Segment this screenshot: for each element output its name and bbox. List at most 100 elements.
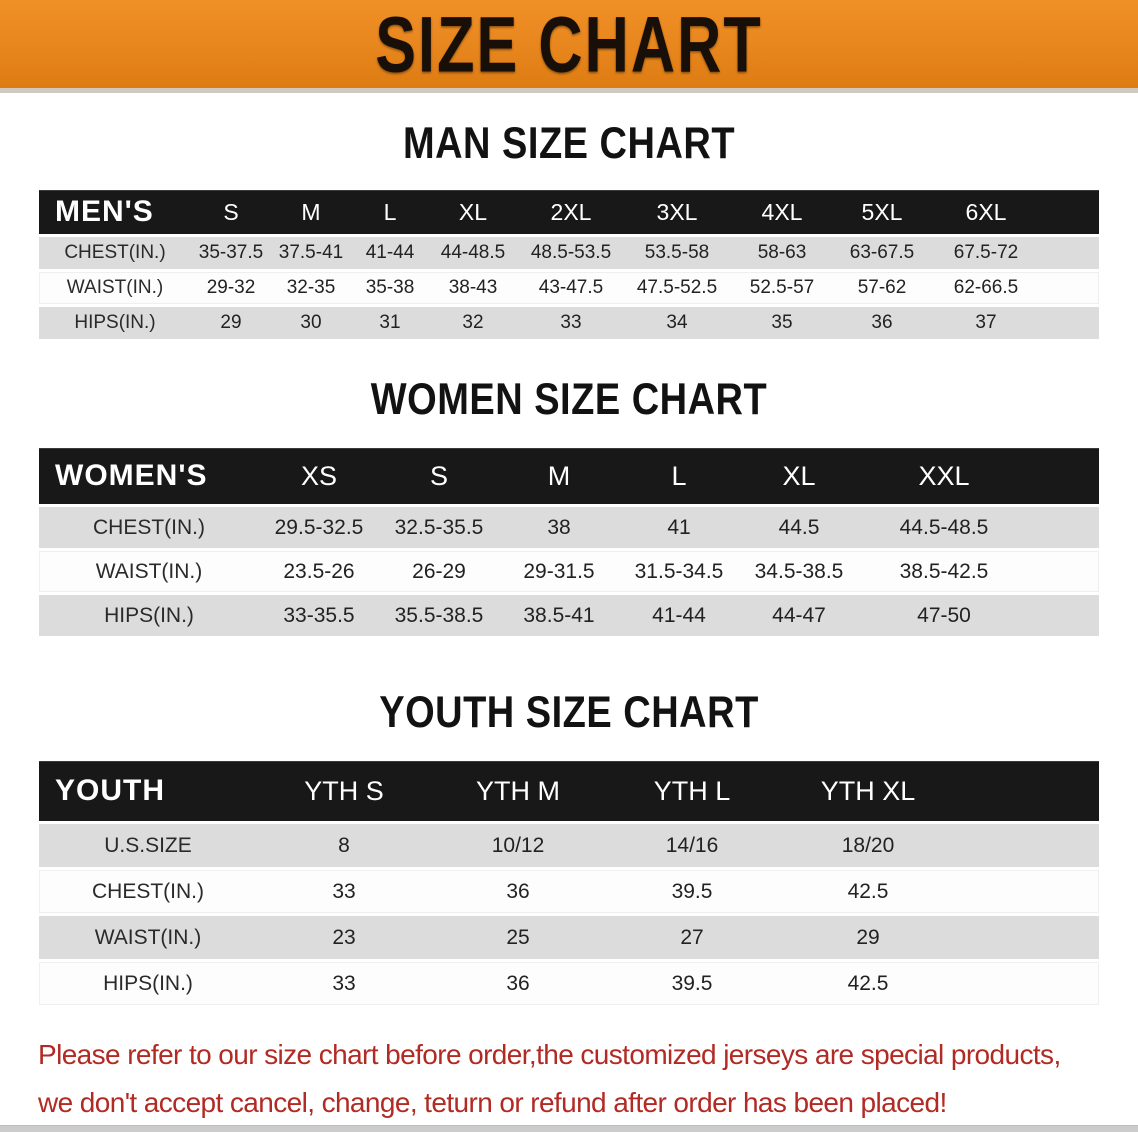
size-value: 23 <box>332 925 356 949</box>
size-column-header: S <box>429 460 448 491</box>
size-value: 44-48.5 <box>440 242 506 263</box>
size-value: 58-63 <box>757 242 807 263</box>
size-column-header: XS <box>300 460 338 491</box>
row-label: WAIST(IN.) <box>95 559 203 583</box>
bottom-divider-bar <box>0 1125 1138 1132</box>
size-value: 34.5-38.5 <box>754 559 844 583</box>
size-value: 34 <box>666 312 688 333</box>
size-value: 25 <box>506 925 530 949</box>
table-row: U.S.SIZE 8 10/12 14/16 18/20 <box>39 824 1099 867</box>
table-header-row: WOMEN'S XS S M L XL XXL <box>39 448 1099 504</box>
size-value: 32 <box>462 312 484 333</box>
size-value: 31 <box>379 312 401 333</box>
size-value: 36 <box>871 312 893 333</box>
size-value: 57-62 <box>857 277 907 298</box>
size-value: 44.5 <box>778 515 820 539</box>
size-value: 29.5-32.5 <box>274 515 364 539</box>
row-label: WAIST(IN.) <box>94 925 202 949</box>
size-value: 30 <box>300 312 322 333</box>
table-header-row: YOUTH YTH S YTH M YTH L YTH XL <box>39 761 1099 821</box>
table-row: HIPS(IN.) 29 30 31 32 33 34 35 36 37 <box>39 307 1099 339</box>
size-value: 43-47.5 <box>538 277 604 298</box>
table-title: MEN'S <box>55 195 154 228</box>
women-size-table: WOMEN'S XS S M L XL XXL CHEST(IN.) 29.5-32.5 32.5… <box>39 448 1099 636</box>
size-value: 35 <box>771 312 793 333</box>
size-value: 42.5 <box>847 879 889 903</box>
table-row: CHEST(IN.) 33 36 39.5 42.5 <box>39 870 1099 913</box>
size-value: 47.5-52.5 <box>636 277 718 298</box>
table-row: CHEST(IN.) 29.5-32.5 32.5-35.5 38 41 44.5 44.5… <box>39 507 1099 548</box>
row-label: U.S.SIZE <box>104 833 192 857</box>
table-title: YOUTH <box>55 774 165 807</box>
size-column-header: YTH L <box>653 775 731 806</box>
size-value: 32.5-35.5 <box>394 515 484 539</box>
size-column-header: XL <box>458 198 488 225</box>
size-value: 47-50 <box>917 603 971 627</box>
size-value: 67.5-72 <box>953 242 1019 263</box>
size-column-header: 2XL <box>550 198 592 225</box>
size-value: 33-35.5 <box>283 603 355 627</box>
size-value: 44-47 <box>772 603 826 627</box>
size-column-header: YTH M <box>476 775 560 806</box>
table-row: WAIST(IN.) 29-32 32-35 35-38 38-43 43-47.5 47.… <box>39 272 1099 304</box>
size-value: 26-29 <box>412 559 466 583</box>
table-row: HIPS(IN.) 33-35.5 35.5-38.5 38.5-41 41-44 44-… <box>39 595 1099 636</box>
size-value: 35-37.5 <box>198 242 264 263</box>
size-value: 35-38 <box>365 277 415 298</box>
size-value: 41-44 <box>365 242 415 263</box>
size-value: 41 <box>667 515 691 539</box>
size-value: 29-31.5 <box>523 559 595 583</box>
size-value: 23.5-26 <box>283 559 355 583</box>
table-header-row: MEN'S S M L XL 2XL 3XL 4XL 5XL 6XL <box>39 190 1099 234</box>
size-column-header: 5XL <box>861 198 903 225</box>
size-value: 8 <box>338 833 350 857</box>
size-value: 44.5-48.5 <box>899 515 989 539</box>
size-value: 39.5 <box>671 971 713 995</box>
size-column-header: M <box>301 198 321 225</box>
size-column-header: YTH S <box>304 775 384 806</box>
size-value: 33 <box>560 312 582 333</box>
size-column-header: 3XL <box>656 198 698 225</box>
table-title: WOMEN'S <box>55 459 208 492</box>
table-row: WAIST(IN.) 23.5-26 26-29 29-31.5 31.5-34.5 34… <box>39 551 1099 592</box>
size-value: 36 <box>506 879 530 903</box>
size-value: 52.5-57 <box>749 277 815 298</box>
size-value: 32-35 <box>286 277 336 298</box>
size-value: 62-66.5 <box>953 277 1019 298</box>
row-label: WAIST(IN.) <box>66 277 164 298</box>
size-value: 37.5-41 <box>278 242 344 263</box>
row-label: CHEST(IN.) <box>93 515 205 539</box>
size-value: 38.5-41 <box>523 603 595 627</box>
size-value: 29 <box>220 312 242 333</box>
size-value: 36 <box>506 971 530 995</box>
youth-size-table: YOUTH YTH S YTH M YTH L YTH XL U.S.SIZE 8 10/12… <box>39 761 1099 1005</box>
size-column-header: XL <box>782 460 816 491</box>
size-value: 27 <box>680 925 704 949</box>
table-row: HIPS(IN.) 33 36 39.5 42.5 <box>39 962 1099 1005</box>
size-column-header: 6XL <box>965 198 1007 225</box>
size-value: 14/16 <box>665 833 719 857</box>
row-label: HIPS(IN.) <box>104 603 194 627</box>
row-label: CHEST(IN.) <box>92 879 204 903</box>
size-column-header: YTH XL <box>820 775 916 806</box>
row-label: HIPS(IN.) <box>103 971 193 995</box>
table-row: CHEST(IN.) 35-37.5 37.5-41 41-44 44-48.5 48.5… <box>39 237 1099 269</box>
men-size-table: MEN'S S M L XL 2XL 3XL 4XL 5XL 6XL CHEST(IN.) 35-37… <box>39 190 1099 339</box>
women-size-chart-heading: WOMEN SIZE CHART <box>370 375 768 425</box>
size-value: 10/12 <box>491 833 545 857</box>
size-value: 37 <box>975 312 997 333</box>
size-value: 42.5 <box>847 971 889 995</box>
order-notice-line-1: Please refer to our size chart before or… <box>38 1039 1061 1070</box>
section-heading-man: MAN SIZE CHART <box>0 119 1138 169</box>
size-column-header: L <box>671 460 687 491</box>
size-value: 38 <box>547 515 571 539</box>
size-column-header: M <box>547 460 571 491</box>
order-notice-line-2: we don't accept cancel, change, teturn o… <box>38 1087 947 1118</box>
size-value: 29-32 <box>206 277 256 298</box>
section-heading-youth: YOUTH SIZE CHART <box>0 688 1138 738</box>
banner-title: SIZE CHART <box>375 0 763 89</box>
size-value: 31.5-34.5 <box>634 559 724 583</box>
size-chart-banner: SIZE CHART <box>0 0 1138 93</box>
section-heading-women: WOMEN SIZE CHART <box>0 375 1138 425</box>
row-label: CHEST(IN.) <box>64 242 166 263</box>
